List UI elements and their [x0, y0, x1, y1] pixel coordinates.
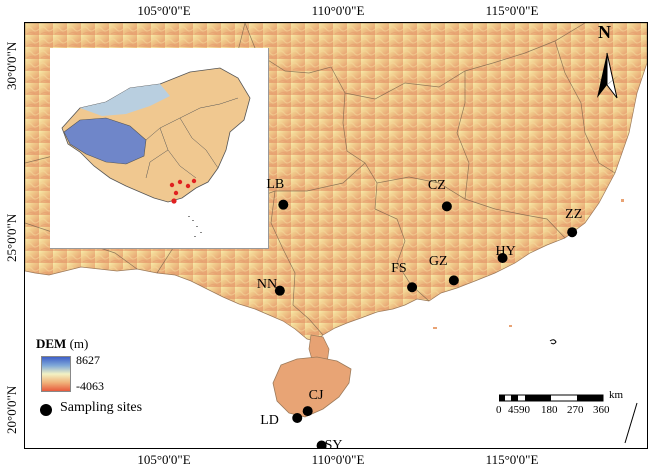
site-label-cz: CZ: [427, 178, 446, 194]
site-label-nn: NN: [256, 276, 278, 292]
site-marker-cz: [441, 201, 452, 212]
scale-tick-0: 0: [496, 404, 502, 416]
sampling-sites: [274, 199, 578, 448]
map-frame[interactable]: N: [24, 22, 648, 449]
inset-map-svg: [61, 67, 251, 237]
coastal-line: [624, 402, 638, 444]
graticule-left-30: 30°0'0"N: [4, 41, 19, 90]
graticule-top-110: 110°0'0"E: [311, 3, 365, 18]
graticule-top-115: 115°0'0"E: [485, 3, 539, 18]
site-marker-zz: [567, 227, 578, 238]
inset-tibet-plateau: [63, 117, 147, 165]
island-2: [433, 327, 437, 329]
inset-province-lines: [145, 97, 239, 179]
site-marker-ld: [292, 412, 303, 423]
site-label-fs: FS: [391, 261, 407, 277]
north-arrow: [595, 52, 619, 99]
scale-tick-180: 180: [541, 404, 558, 416]
site-label-lb: LB: [266, 176, 285, 192]
graticule-left-25: 25°0'0"N: [4, 213, 19, 262]
legend-dem-title: DEM (m): [36, 336, 88, 352]
scale-bar-graphic: [499, 394, 604, 402]
inset-north-band: [80, 84, 170, 116]
scale-tick-270: 270: [567, 404, 584, 416]
legend-dem-min: -4063: [76, 379, 104, 393]
site-marker-sy: [316, 440, 327, 448]
graticule-left-20: 20°0'0"N: [4, 385, 19, 434]
legend-dem-unit: (m): [69, 336, 89, 351]
site-marker-fs: [407, 282, 418, 293]
scale-tick-4590: 4590: [508, 404, 530, 416]
site-marker-lb: [278, 199, 289, 210]
site-label-cj: CJ: [308, 388, 324, 404]
sampling-sites-legend-icon: [40, 404, 52, 416]
hainan-island: [272, 356, 352, 418]
inset-site-marks: [169, 178, 197, 204]
site-label-zz: ZZ: [565, 207, 583, 223]
site-label-hy: HY: [495, 244, 516, 259]
site-marker-gz: [448, 275, 459, 286]
site-marker-nn: [274, 285, 285, 296]
legend-sampling-sites-label: Sampling sites: [60, 400, 143, 415]
inset-south-china-sea-islands: [188, 216, 202, 237]
scale-tick-360: 360: [593, 404, 610, 416]
inset-map: [50, 48, 269, 249]
site-marker-cj: [302, 406, 313, 417]
site-label-ld: LD: [260, 412, 279, 428]
island-3: [621, 199, 624, 202]
north-arrow-label: N: [598, 22, 611, 42]
island-4: [549, 339, 557, 345]
dem-color-ramp: [41, 356, 71, 392]
legend-dem-max: 8627: [76, 353, 100, 367]
graticule-bottom-110: 110°0'0"E: [311, 452, 365, 467]
scale-bar-unit: km: [609, 389, 624, 401]
site-label-sy: SY: [324, 438, 343, 454]
graticule-top-105: 105°0'0"E: [137, 3, 191, 18]
graticule-bottom-115: 115°0'0"E: [485, 452, 539, 467]
island-1: [509, 325, 512, 327]
site-label-gz: GZ: [428, 254, 448, 270]
graticule-bottom-105: 105°0'0"E: [137, 452, 191, 467]
legend: DEM (m) 8627 -4063 Sampling sites: [36, 336, 142, 416]
legend-dem-label: DEM: [36, 336, 67, 351]
site-marker-hy: [497, 253, 508, 263]
